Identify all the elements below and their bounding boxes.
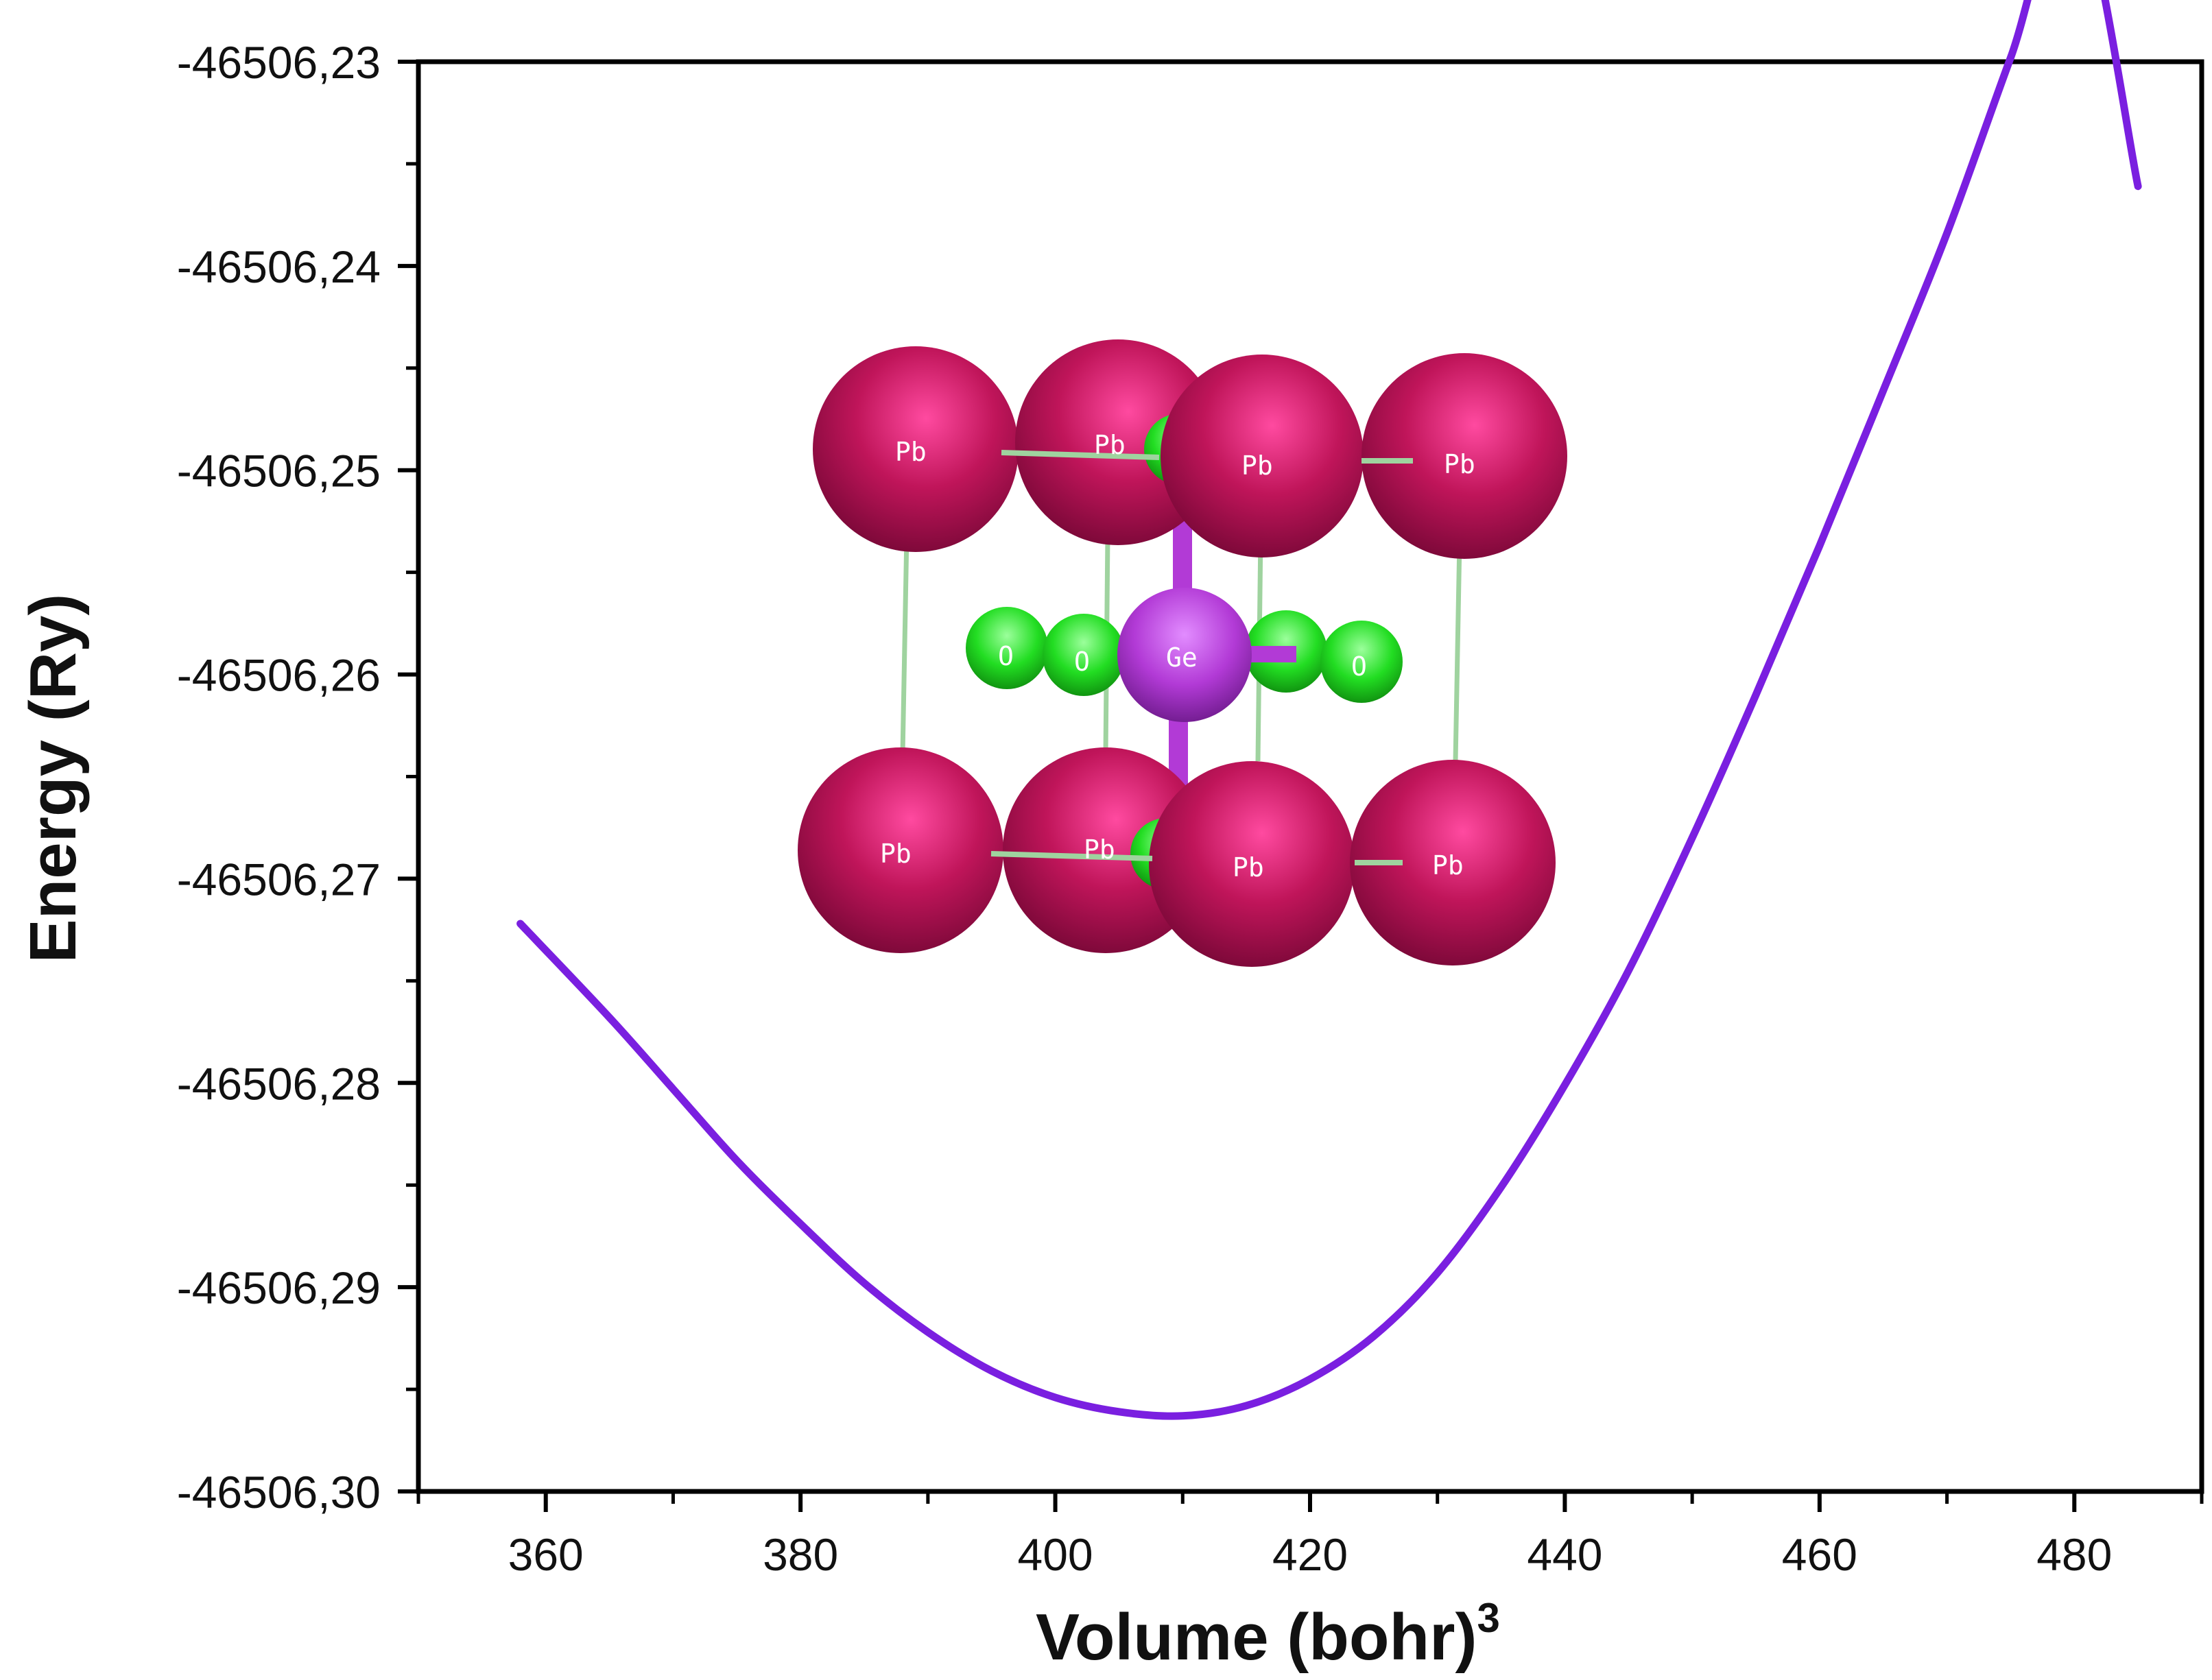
pb-atom — [798, 747, 1003, 953]
pb-label: Pb — [1444, 449, 1475, 479]
y-tick-label: -46506,23 — [177, 37, 381, 88]
pb-atom — [1361, 353, 1567, 559]
y-tick-label: -46506,29 — [177, 1262, 381, 1313]
ge-label: Ge — [1166, 643, 1198, 673]
pb-atom — [813, 346, 1019, 552]
bond — [1453, 541, 1462, 762]
x-axis-title-text: Volume (bohr) — [1036, 1600, 1477, 1674]
bond — [900, 534, 909, 755]
pb-atom — [1350, 760, 1556, 965]
pb-label: Pb — [880, 839, 912, 869]
o-atom — [1043, 614, 1125, 696]
axis-tick-labels: 360 380 400 420 440 460 480 -46506,23 -46506,24 -… — [177, 37, 2113, 1580]
axis-ticks — [398, 60, 2204, 1512]
o-atom — [1320, 621, 1403, 703]
pb-label: Pb — [1241, 451, 1273, 481]
y-tick-label: -46506,24 — [177, 241, 381, 292]
x-tick-label: 440 — [1527, 1529, 1602, 1580]
x-tick-label: 380 — [763, 1529, 838, 1580]
pb-label: Pb — [1094, 430, 1126, 460]
x-tick-label: 420 — [1272, 1529, 1348, 1580]
o-atom — [966, 607, 1048, 689]
y-tick-label: -46506,28 — [177, 1058, 381, 1109]
energy-curve — [516, 0, 2142, 1420]
y-tick-label: -46506,30 — [177, 1467, 381, 1517]
y-tick-label: -46506,26 — [177, 650, 381, 701]
x-axis-title: Volume (bohr)3 — [1036, 1595, 1500, 1674]
plot-frame — [416, 59, 2204, 1494]
pb-label: Pb — [1432, 850, 1464, 880]
x-tick-label: 400 — [1018, 1529, 1093, 1580]
y-tick-label: -46506,25 — [177, 446, 381, 496]
ge-bond-right — [1248, 646, 1296, 662]
x-tick-label: 360 — [508, 1529, 584, 1580]
y-tick-label: -46506,27 — [177, 854, 381, 904]
crystal-structure-inset: Pb Pb Pb Pb O O Ge O Pb Pb Pb Pb — [798, 339, 1567, 967]
pb-label: Pb — [1233, 852, 1264, 883]
o-label: O — [1351, 651, 1367, 682]
x-tick-label: 480 — [2036, 1529, 2112, 1580]
o-label: O — [998, 641, 1014, 671]
pb-label: Pb — [895, 437, 927, 467]
pb-atom — [1149, 761, 1355, 967]
bond — [1001, 450, 1160, 460]
y-axis-title: Energy (Ry) — [16, 594, 90, 963]
bond — [990, 851, 1153, 861]
pb-label: Pb — [1084, 835, 1115, 865]
x-tick-label: 460 — [1782, 1529, 1857, 1580]
o-label: O — [1074, 647, 1090, 677]
ge-atom — [1117, 588, 1252, 722]
x-axis-title-superscript: 3 — [1477, 1595, 1500, 1641]
pb-atom — [1161, 355, 1364, 557]
